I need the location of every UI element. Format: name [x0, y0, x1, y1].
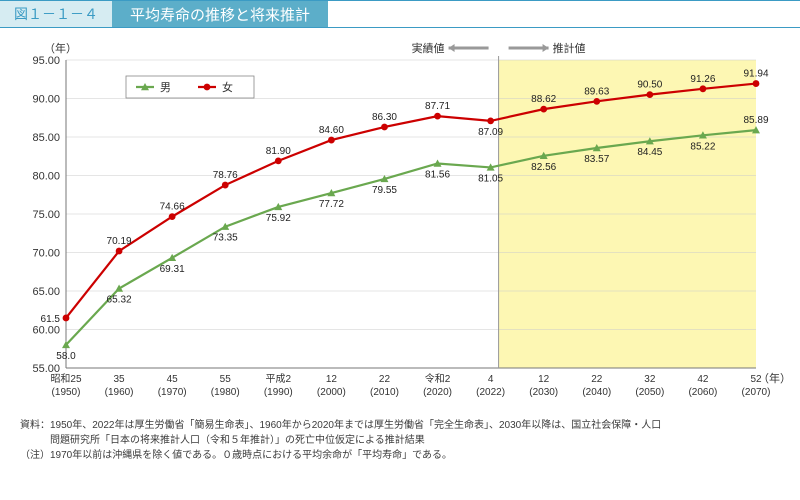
y-tick-label: 90.00 [32, 94, 60, 106]
x-tick-ad: (2020) [423, 387, 452, 398]
data-marker [169, 213, 176, 220]
x-tick-ad: (2040) [582, 387, 611, 398]
data-marker [204, 84, 211, 91]
data-label: 82.56 [531, 162, 556, 173]
x-tick-ad: (2030) [529, 387, 558, 398]
data-label: 90.50 [637, 80, 662, 91]
data-label: 87.71 [425, 101, 450, 112]
x-tick-era: 42 [697, 374, 709, 385]
header-spacer [328, 1, 800, 27]
data-label: 78.76 [213, 170, 238, 181]
data-marker [381, 124, 388, 131]
y-tick-label: 65.00 [32, 286, 60, 298]
footnotes: 資料：1950年、2022年は厚生労働省「簡易生命表」、1960年から2020年… [0, 414, 800, 463]
data-label: 69.31 [160, 264, 185, 275]
data-marker [540, 106, 547, 113]
x-tick-era: 12 [538, 374, 550, 385]
x-tick-ad: (2050) [635, 387, 664, 398]
x-axis-unit: （年） [758, 371, 786, 385]
data-label: 85.22 [690, 141, 715, 152]
arrow-left-head-icon [449, 44, 455, 52]
x-tick-ad: (1990) [264, 387, 293, 398]
data-marker [63, 315, 70, 322]
footnote-source-2: 問題研究所「日本の将来推計人口（令和５年推計）」の死亡中位仮定による推計結果 [20, 433, 780, 448]
x-tick-ad: (2060) [688, 387, 717, 398]
data-label: 84.45 [637, 147, 662, 158]
x-tick-era: 45 [167, 374, 179, 385]
data-label: 70.19 [107, 236, 132, 247]
data-marker [646, 91, 653, 98]
data-label: 91.26 [690, 74, 715, 85]
data-label: 58.0 [56, 351, 76, 362]
x-tick-ad: (1960) [105, 387, 134, 398]
y-tick-label: 75.00 [32, 209, 60, 221]
data-label: 75.92 [266, 213, 291, 224]
figure-header: 図１－１－４ 平均寿命の推移と将来推計 [0, 0, 800, 28]
x-tick-era: 32 [644, 374, 656, 385]
data-marker [275, 157, 282, 164]
x-tick-ad: (2000) [317, 387, 346, 398]
data-label: 85.89 [743, 115, 768, 126]
data-label: 84.60 [319, 125, 344, 136]
x-tick-era: 55 [220, 374, 232, 385]
x-tick-era: 4 [488, 374, 494, 385]
footnote-source-1: 資料：1950年、2022年は厚生労働省「簡易生命表」、1960年から2020年… [20, 418, 780, 433]
data-marker [328, 137, 335, 144]
x-tick-ad: (1950) [52, 387, 81, 398]
data-marker [222, 182, 229, 189]
data-label: 86.30 [372, 112, 397, 123]
x-tick-era: 22 [379, 374, 391, 385]
data-label: 74.66 [160, 202, 185, 213]
figure-title: 平均寿命の推移と将来推計 [112, 1, 328, 27]
y-tick-label: 85.00 [32, 132, 60, 144]
data-label: 91.94 [743, 69, 768, 80]
chart-container: 55.0060.0065.0070.0075.0080.0085.0090.00… [0, 28, 800, 414]
x-tick-ad: (1970) [158, 387, 187, 398]
y-tick-label: 60.00 [32, 325, 60, 337]
data-label: 79.55 [372, 185, 397, 196]
x-tick-ad: (2022) [476, 387, 505, 398]
y-tick-label: 80.00 [32, 171, 60, 183]
data-label: 87.09 [478, 127, 503, 138]
footnote-note: （注）1970年以前は沖縄県を除く値である。０歳時点における平均余命が「平均寿命… [20, 448, 780, 463]
figure-number: 図１－１－４ [0, 1, 112, 27]
legend-label: 男 [160, 82, 171, 94]
data-marker [593, 98, 600, 105]
x-tick-era: 平成2 [266, 373, 292, 385]
y-tick-label: 70.00 [32, 248, 60, 260]
data-marker [434, 113, 441, 120]
data-label: 81.90 [266, 146, 291, 157]
x-tick-ad: (2070) [742, 387, 771, 398]
x-tick-ad: (1980) [211, 387, 240, 398]
data-marker [700, 85, 707, 92]
x-tick-era: 35 [114, 374, 126, 385]
data-label: 61.5 [41, 314, 61, 325]
x-tick-era: 12 [326, 374, 338, 385]
x-tick-era: 22 [591, 374, 603, 385]
y-tick-label: 95.00 [32, 55, 60, 67]
line-chart: 55.0060.0065.0070.0075.0080.0085.0090.00… [14, 34, 786, 414]
x-tick-era: 昭和25 [50, 373, 82, 385]
data-label: 81.56 [425, 169, 450, 180]
data-label: 65.32 [107, 295, 132, 306]
x-tick-era: 令和2 [425, 372, 451, 385]
data-label: 73.35 [213, 233, 238, 244]
actual-label: 実績値 [412, 41, 445, 55]
data-marker [116, 248, 123, 255]
y-axis-unit: （年） [44, 41, 77, 55]
data-label: 81.05 [478, 173, 503, 184]
data-label: 89.63 [584, 86, 609, 97]
data-label: 88.62 [531, 94, 556, 105]
data-label: 83.57 [584, 154, 609, 165]
data-marker [753, 80, 760, 87]
projection-label: 推計値 [553, 41, 586, 55]
arrow-right-head-icon [543, 44, 549, 52]
legend-label: 女 [222, 80, 233, 94]
data-marker [487, 118, 494, 125]
data-label: 77.72 [319, 199, 344, 210]
x-tick-ad: (2010) [370, 387, 399, 398]
